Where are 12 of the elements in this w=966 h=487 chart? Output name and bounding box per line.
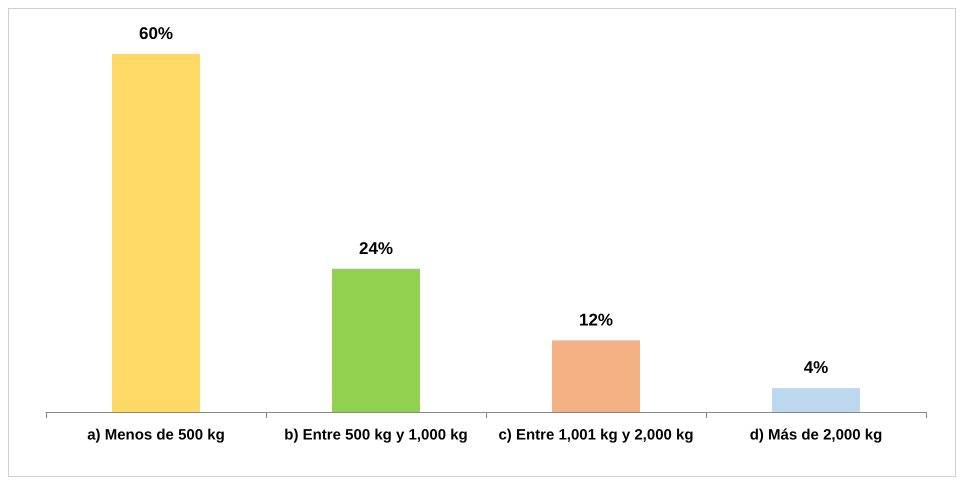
x-tick-label: a) Menos de 500 kg <box>87 426 225 444</box>
bar <box>112 54 200 412</box>
x-tick-label: d) Más de 2,000 kg <box>750 426 882 444</box>
data-label: 60% <box>138 24 174 43</box>
data-label: 12% <box>578 310 614 330</box>
bar <box>552 340 640 412</box>
x-tick-label: b) Entre 500 kg y 1,000 kg <box>284 426 468 444</box>
data-label: 24% <box>358 238 394 258</box>
bar <box>332 268 420 412</box>
data-label: 4% <box>804 358 828 378</box>
x-tick-label: c) Entre 1,001 kg y 2,000 kg <box>498 426 694 444</box>
bar <box>772 388 860 412</box>
